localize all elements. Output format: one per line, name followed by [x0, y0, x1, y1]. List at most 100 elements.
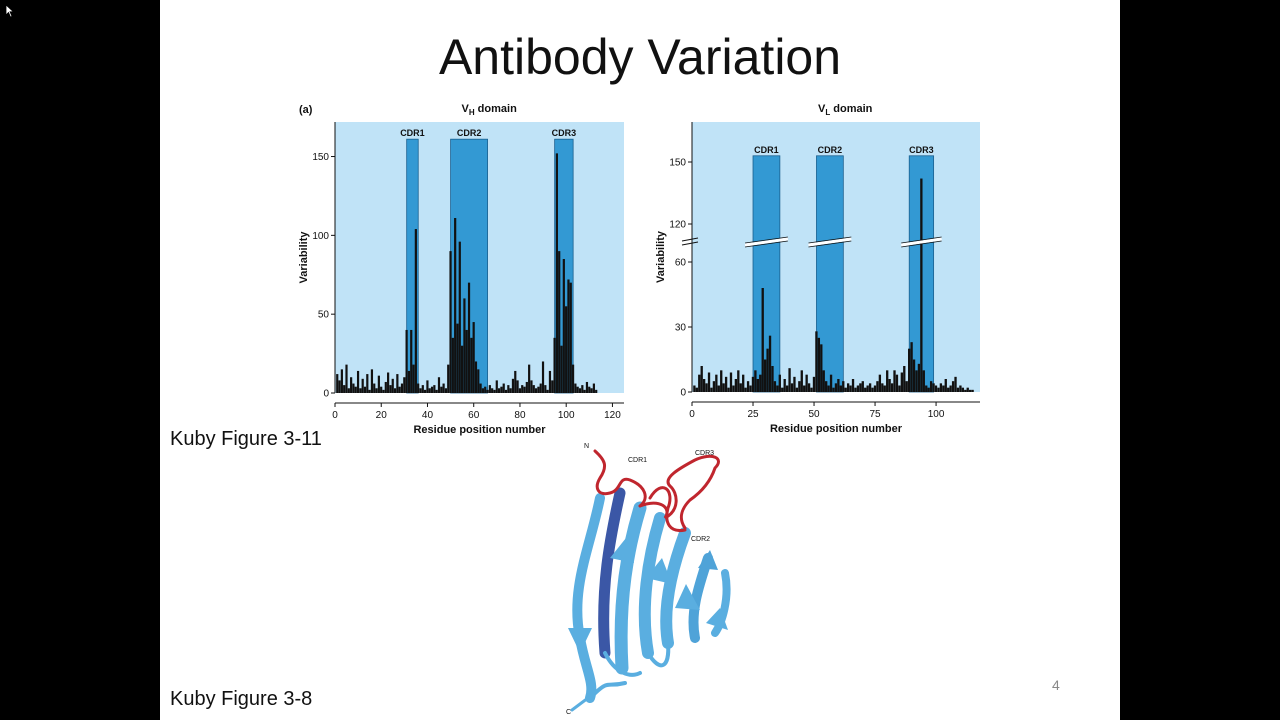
chart2-bar [861, 381, 864, 392]
chart2-bar [746, 381, 750, 392]
chart1-bar [444, 388, 448, 393]
chart1-bar [514, 370, 517, 393]
chart2-bar [895, 374, 899, 392]
chart2-bar [969, 389, 972, 392]
chart2-x-tick-label: 0 [689, 409, 695, 420]
strand-arrowheads [568, 538, 728, 653]
chart2-bar [912, 359, 916, 392]
chart2-bar-break-mark [901, 236, 942, 244]
chart2-bar [812, 376, 816, 392]
chart2-bar [737, 370, 740, 392]
chart2-bar [759, 374, 762, 392]
chart1-bar [433, 385, 436, 393]
chart1-bar [356, 370, 360, 393]
chart2-bar [720, 370, 723, 392]
chart2-bar [942, 385, 945, 392]
figure-caption-3-11: Kuby Figure 3-11 [170, 428, 322, 450]
chart2-bar [707, 372, 711, 392]
chart1-bar [528, 364, 531, 393]
chart2-bar [900, 372, 903, 392]
chart2-bar [922, 370, 925, 392]
chart1-bar [447, 364, 450, 393]
chart1-bar [393, 388, 397, 393]
chart2-bar [844, 387, 847, 392]
chart2-bar [727, 387, 730, 392]
chart2-bar-break-mark [808, 236, 852, 244]
cdr2-label: CDR2 [691, 536, 710, 543]
chart1-bar [389, 385, 392, 393]
chart1-cdr-label-2: CDR2 [457, 128, 482, 138]
chart1-bar [375, 388, 378, 393]
vh-variability-chart: CDR1 CDR2 CDR3 0 50 100 150 0 20 40 60 80 100 120 Resi… [298, 103, 624, 436]
chart1-bar [470, 337, 473, 393]
chart2-y-tick-label: 60 [675, 258, 687, 269]
chart2-bar [807, 383, 811, 392]
chart1-bar [495, 380, 498, 393]
n-terminus-label: N [584, 443, 589, 450]
chart1-bar [403, 377, 406, 393]
chart1-bar [500, 386, 503, 393]
chart2-bar [749, 385, 752, 392]
chart1-bar [530, 380, 533, 393]
chart1-bar [532, 385, 535, 393]
chart1-bar [525, 381, 528, 393]
chart2-bar [920, 178, 923, 392]
chart1-bar [569, 282, 572, 393]
chart2-bar [724, 376, 728, 392]
chart2-bar-break-mark [744, 237, 789, 247]
chart2-bar [744, 387, 747, 392]
chart1-bar [544, 385, 547, 393]
chart2-bar [849, 385, 852, 392]
chart1-bar [440, 386, 443, 393]
figure-caption-3-8: Kuby Figure 3-8 [170, 688, 313, 710]
chart1-bar [391, 378, 394, 393]
chart1-bar [412, 364, 415, 393]
chart1-bar [539, 383, 542, 393]
slide-title: Antibody Variation [438, 29, 842, 85]
antibody-domain-ribbon-diagram: N C CDR1 CDR3 CDR2 [566, 443, 731, 716]
chart2-bar [881, 383, 884, 392]
chart2-bar [868, 383, 872, 392]
chart2-bar [805, 374, 808, 392]
chart1-bar [502, 383, 505, 393]
chart2-axis-break-mark [681, 237, 699, 242]
chart1-bar [507, 385, 510, 393]
chart1-bar [477, 369, 480, 393]
chart1-bar [592, 383, 595, 393]
chart2-bar [864, 387, 867, 392]
chart1-bar [343, 385, 346, 393]
chart2-bar [859, 383, 862, 392]
chart1-bar [581, 385, 584, 393]
chart2-bar [751, 376, 755, 392]
chart1-bar [359, 388, 362, 393]
chart2-bar [778, 374, 781, 392]
chart2-bar [810, 387, 813, 392]
chart1-bar [548, 370, 552, 393]
chart1-bar [486, 389, 489, 393]
chart2-bar [947, 387, 950, 392]
chart2-bar-break-mark [744, 240, 788, 248]
chart2-bar [934, 385, 938, 392]
chart1-bar [546, 389, 549, 393]
chart2-bar [917, 363, 921, 392]
chart2-bar [815, 331, 818, 392]
chart2-bar [839, 385, 842, 392]
chart1-bar [479, 383, 482, 393]
chart1-bar [387, 372, 390, 393]
chart1-bar [407, 370, 411, 393]
cdr1-label: CDR1 [628, 457, 647, 464]
chart2-bar [785, 385, 789, 392]
chart1-bar [449, 251, 452, 393]
chart1-bar [384, 381, 387, 393]
chart2-bar [932, 383, 935, 392]
chart2-cdr-label-1: CDR1 [754, 145, 779, 155]
chart2-bar [834, 383, 838, 392]
chart2-bar [878, 374, 882, 392]
chart2-bar-break-mark [901, 237, 942, 247]
chart1-bar [578, 388, 582, 393]
chart1-bar [472, 322, 475, 393]
chart1-bar [560, 345, 563, 393]
chart2-bar [961, 387, 965, 392]
chart1-bar [424, 389, 427, 393]
chart2-bar [937, 387, 940, 392]
